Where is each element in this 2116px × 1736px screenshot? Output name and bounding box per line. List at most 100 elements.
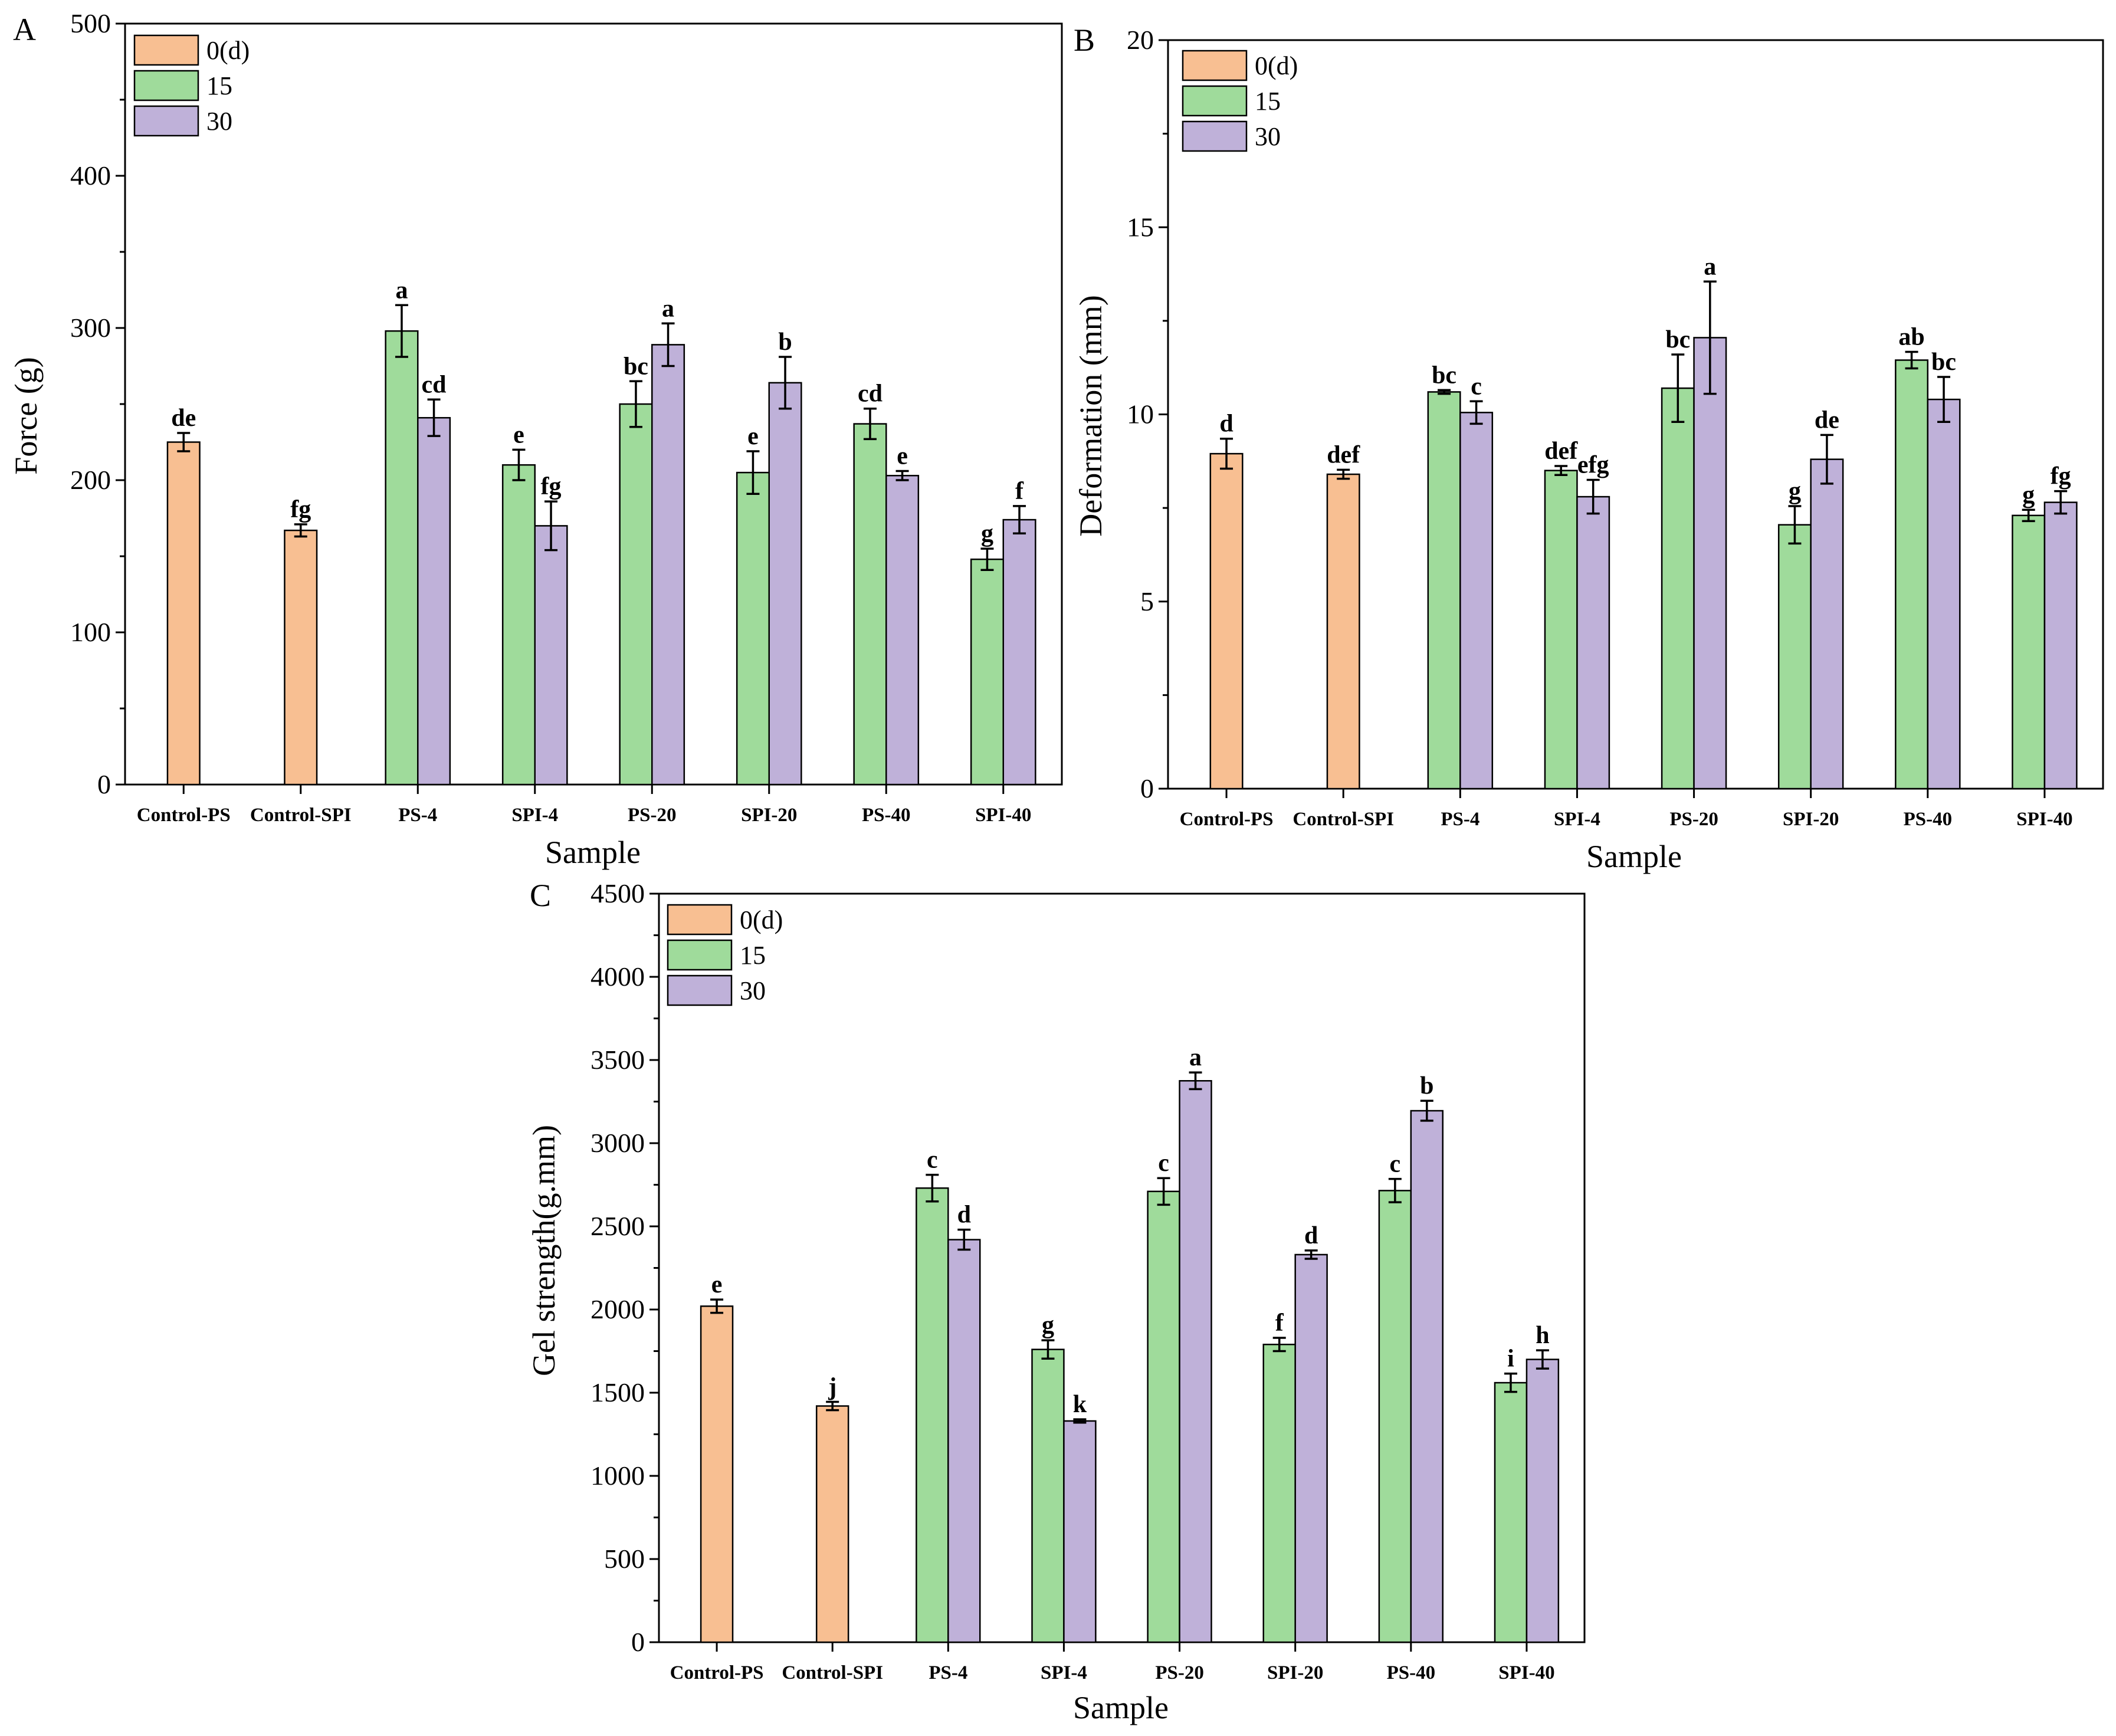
panel-a-bar	[284, 529, 318, 786]
panel-b-bar	[1459, 412, 1494, 790]
panel-a-bar	[768, 382, 802, 786]
panel-b-significance-label: def	[1544, 438, 1578, 465]
panel-b-significance-label: ab	[1898, 324, 1924, 351]
panel-b-significance-label: efg	[1577, 452, 1609, 479]
panel-a-significance-label: a	[662, 295, 674, 322]
panel-b-bar	[1810, 458, 1844, 790]
panel-c-xtick-label: Control-PS	[670, 1662, 764, 1684]
panel-b-bar	[1693, 337, 1727, 790]
panel-c-letter: C	[530, 878, 551, 913]
panel-a-significance-label: f	[1015, 478, 1024, 505]
panel-a-bar	[501, 464, 536, 786]
panel-c-significance-label: d	[957, 1202, 971, 1229]
panel-a-xtick-label: Control-PS	[137, 805, 231, 826]
panel-b-significance-label: g	[2022, 481, 2035, 508]
panel-c-ytick-label: 1000	[590, 1461, 645, 1491]
panel-a-significance-label: fg	[290, 496, 311, 523]
panel-c-significance-label: c	[1158, 1150, 1169, 1177]
panel-a-significance-label: cd	[422, 371, 447, 398]
panel-c-bar	[1410, 1110, 1444, 1643]
panel-b-bar	[2012, 514, 2046, 790]
panel-b-bar	[1576, 495, 1610, 790]
panel-c-bar	[1063, 1420, 1097, 1643]
panel-b-ylabel: Deformation (mm)	[1073, 295, 1108, 536]
panel-c-significance-label: c	[1390, 1151, 1401, 1178]
panel-c-legend-label: 15	[740, 941, 766, 970]
panel-b-bar	[1777, 524, 1812, 790]
panel-a-bar	[417, 416, 451, 786]
panel-a-xtick-label: SPI-40	[975, 805, 1031, 826]
panel-a-bar	[385, 330, 419, 786]
panel-c-bar	[947, 1239, 981, 1643]
panel-a-bar	[853, 423, 887, 786]
panel-c-significance-label: j	[828, 1374, 836, 1401]
panel-a-significance-label: b	[778, 329, 792, 356]
panel-c-ytick-label: 2500	[590, 1211, 645, 1241]
panel-b-xtick-label: PS-4	[1441, 809, 1479, 830]
panel-c-xtick-label: SPI-40	[1498, 1662, 1554, 1684]
panel-a-significance-label: e	[897, 443, 908, 470]
panel-a-significance-label: fg	[541, 473, 562, 500]
panel-a-ytick-label: 500	[70, 8, 111, 38]
panel-c-bar	[1526, 1358, 1560, 1643]
panel-c-xlabel: Sample	[1073, 1690, 1169, 1725]
panel-a-letter: A	[13, 12, 36, 47]
panel-c-xtick-label: SPI-20	[1267, 1662, 1323, 1684]
panel-c-bar	[1378, 1190, 1412, 1643]
panel-a-xtick-label: Control-SPI	[250, 805, 352, 826]
panel-c-significance-label: i	[1507, 1346, 1514, 1373]
panel-c-ytick-label: 2000	[590, 1294, 645, 1324]
panel-c-bar	[1147, 1190, 1180, 1643]
panel-c-significance-label: h	[1536, 1322, 1549, 1349]
panel-b-xtick-label: Control-SPI	[1292, 809, 1394, 830]
panel-c-xtick-label: PS-4	[929, 1662, 967, 1684]
panel-a-axes: 0 100 200 300 400 500 Control-PS Control-SPI PS-…	[70, 8, 1063, 826]
panel-c-xtick-label: PS-40	[1387, 1662, 1436, 1684]
panel-c-ytick-label: 3500	[590, 1045, 645, 1075]
panel-b-legend-label: 0(d)	[1255, 51, 1298, 80]
panel-a-significance-label: cd	[858, 380, 883, 408]
panel-a-bar	[1002, 518, 1036, 786]
panel-b-xtick-label: SPI-4	[1554, 809, 1600, 830]
panel-a-xtick-label: SPI-4	[511, 805, 558, 826]
panel-b-ytick-label: 15	[1127, 212, 1154, 242]
panel-b-letter: B	[1074, 22, 1095, 58]
panel-a-bar	[970, 558, 1004, 786]
panel-b-ytick-label: 20	[1127, 25, 1154, 55]
panel-c-bar	[1294, 1253, 1328, 1643]
panel-c-ytick-label: 4500	[590, 878, 645, 908]
panel-b-significance-label: a	[1704, 253, 1716, 280]
panel-c-ytick-label: 1500	[590, 1377, 645, 1407]
panel-a-xtick-label: PS-20	[628, 805, 677, 826]
panel-a-ytick-label: 0	[97, 769, 111, 799]
panel-a-ytick-label: 400	[70, 160, 111, 191]
panel-a: A 0 100 200 300 400 500 Control-PS Control-SPI P…	[8, 8, 1063, 870]
panel-b-legend-label: 30	[1255, 122, 1281, 151]
panel-a-significance-label: g	[981, 520, 993, 547]
panel-b-axes: 0 5 10 15 20 Control-PS Control-SPI PS-4 SPI-4 PS…	[1127, 25, 2104, 830]
panel-c-ytick-label: 3000	[590, 1128, 645, 1158]
panel-c-bar	[1494, 1381, 1528, 1643]
panel-a-significance-label: e	[513, 421, 524, 448]
panel-c-bars: e j c d g k c a f d c b ih	[700, 1044, 1560, 1643]
panel-b-bar	[1427, 391, 1461, 790]
panel-b-significance-label: bc	[1432, 362, 1456, 389]
panel-c-bar	[700, 1305, 734, 1643]
panel-a-ytick-label: 200	[70, 465, 111, 495]
panel-c-bar	[815, 1405, 849, 1643]
panel-b-bar	[1544, 470, 1578, 790]
panel-c-legend-label: 0(d)	[740, 905, 783, 934]
panel-b-legend-swatch	[1182, 85, 1248, 117]
panel-a-ylabel: Force (g)	[8, 357, 44, 474]
panel-c-bar	[1179, 1080, 1212, 1643]
panel-a-significance-label: a	[395, 277, 408, 304]
panel-b-bar	[1927, 398, 1961, 790]
panel-b-xlabel: Sample	[1586, 839, 1682, 874]
panel-a-bar	[885, 475, 920, 786]
panel-a-legend: 0(d) 15 30	[133, 34, 250, 137]
panel-c-significance-label: a	[1189, 1044, 1202, 1071]
panel-c-legend-swatch	[667, 904, 733, 936]
